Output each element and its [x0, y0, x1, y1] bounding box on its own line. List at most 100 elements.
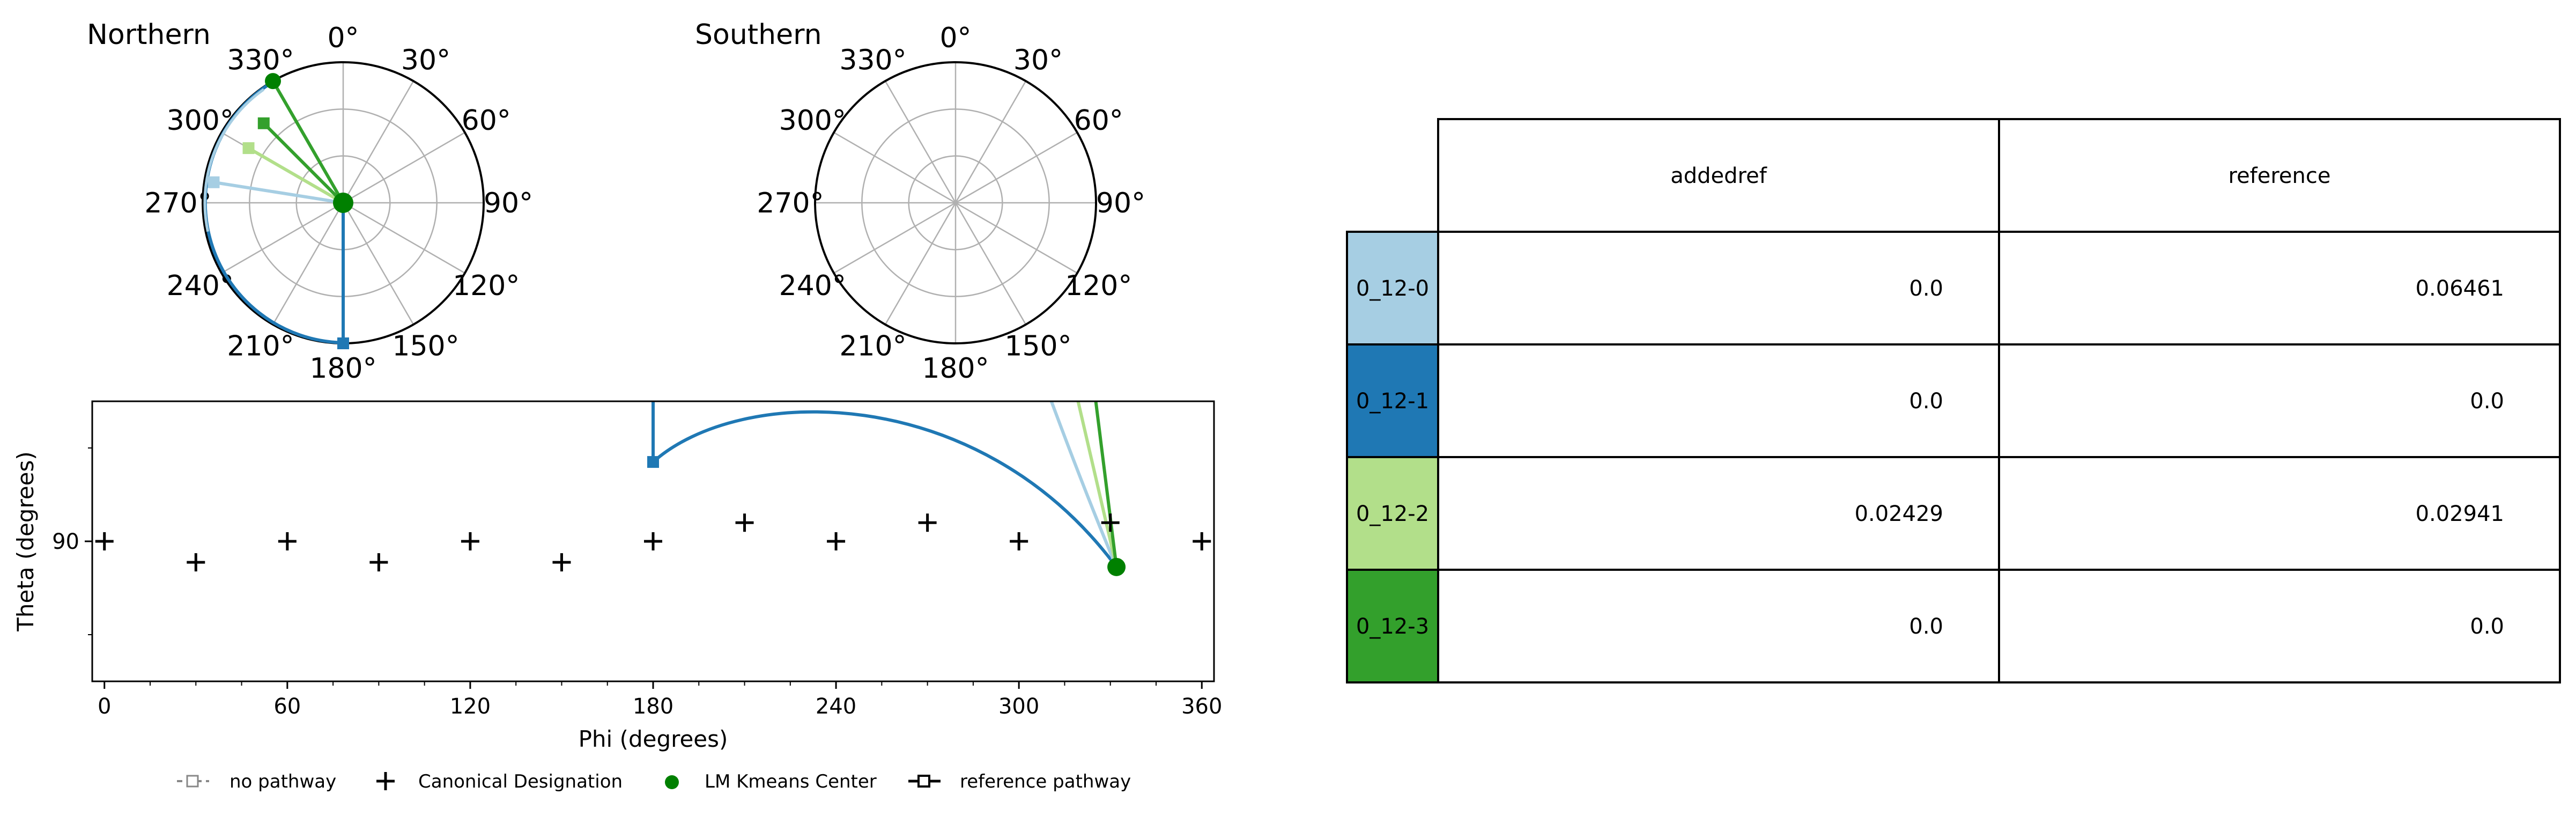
- southern-title: Southern: [695, 19, 822, 51]
- northern-angle-tick-label: 240°: [167, 270, 234, 302]
- x-axis-tick-label: 300: [998, 694, 1039, 719]
- table-row-label: 0_12-3: [1356, 614, 1429, 639]
- canonical-designation-marker: [369, 553, 388, 572]
- northern-angle-tick-label: 60°: [462, 105, 511, 137]
- southern-spoke: [884, 80, 957, 203]
- southern-angle-tick-label: 30°: [1013, 44, 1063, 76]
- northern-angle-tick-label: 330°: [227, 44, 294, 76]
- northern-angle-ticks: 0°30°60°90°120°150°180°210°240°270°300°3…: [144, 22, 533, 385]
- x-axis-tick-label: 180: [633, 694, 673, 719]
- northern-center-point: [333, 193, 353, 213]
- northern-spoke: [342, 202, 414, 325]
- canonical-designation-marker: [735, 513, 754, 532]
- southern-spoke: [884, 202, 957, 325]
- table-cell-value-reference: 0.02941: [2416, 502, 2504, 526]
- southern-angle-tick-label: 0°: [939, 22, 971, 54]
- legend-entry-kmeans-center: LM Kmeans Center: [665, 771, 877, 792]
- legend: no pathway Canonical Designation LM Kmea…: [177, 771, 1131, 792]
- northern-pathway-line: [213, 180, 344, 204]
- southern-spoke: [833, 202, 956, 274]
- table-cell: [1437, 456, 2000, 571]
- northern-angle-tick-label: 120°: [453, 270, 520, 302]
- table-cell-value-reference: 0.06461: [2416, 276, 2504, 301]
- northern-polar-chart: Northern 0° 30° 60° 90° 120° 150° 180° 210° 240°…: [87, 19, 533, 385]
- x-axis-tick-label: 0: [98, 694, 111, 719]
- canonical-designation-marker: [278, 532, 297, 550]
- table-row-label-cell: [1346, 231, 1439, 345]
- northern-title: Northern: [87, 19, 211, 51]
- x-axis-tick-label: 360: [1181, 694, 1222, 719]
- canonical-designation-marker: [644, 532, 662, 550]
- northern-angle-tick-label: 30°: [401, 44, 450, 76]
- southern-radial-gridline: [861, 108, 1050, 297]
- canonical-designation-marker: [918, 513, 937, 532]
- northern-kmeans-line: [271, 80, 345, 204]
- canonical-designation-marker: [1193, 532, 1211, 550]
- legend-label-reference-pathway: reference pathway: [960, 771, 1131, 792]
- southern-angle-ticks: 0° 30° 60° 90° 120° 150° 180° 210° 240° 270° 300° 3…: [757, 22, 1145, 385]
- phi-theta-markers: [95, 456, 1211, 576]
- northern-pathway-line: [248, 146, 344, 204]
- southern-polar-grid: [814, 61, 1097, 344]
- southern-angle-tick-label: 90°: [1096, 187, 1145, 219]
- northern-pathway-marker: [337, 337, 349, 349]
- table-cell-value-addedref: 0.0: [1909, 276, 1943, 301]
- table-row-label: 0_12-0: [1356, 276, 1429, 301]
- y-axis-tick-label: 90: [52, 530, 79, 554]
- phi-theta-pathway-curve: [652, 410, 1118, 568]
- x-axis-tick-label: 60: [273, 694, 301, 719]
- table-cell: [1437, 231, 2000, 345]
- northern-angle-tick-label: 210°: [227, 330, 294, 363]
- northern-kmeans-point: [265, 73, 281, 90]
- southern-angle-tick-label: 300°: [779, 105, 846, 137]
- canonical-designation-marker: [1101, 513, 1120, 532]
- results-table: addedref reference 0_12-0 0.0 0.06461 0_12-1 0…: [1346, 118, 2561, 683]
- legend-entry-canonical-designation: Canonical Designation: [376, 771, 623, 792]
- southern-angle-tick-label: 120°: [1065, 270, 1132, 302]
- northern-angle-tick-label: 90°: [484, 187, 533, 219]
- x-axis-ticks: 0 60 120 180 240 300 360: [98, 681, 1222, 719]
- canonical-designation-marker: [461, 532, 479, 550]
- table-cell-value-reference: 0.0: [2470, 614, 2504, 639]
- phi-theta-pathway-curve: [1094, 401, 1119, 568]
- kmeans-center-point: [1107, 557, 1126, 576]
- southern-spoke: [955, 131, 1078, 204]
- southern-spoke: [954, 202, 1027, 325]
- legend-entry-reference-pathway: reference pathway: [908, 771, 1131, 792]
- southern-angle-tick-label: 270°: [757, 187, 824, 219]
- southern-spoke: [954, 80, 1027, 203]
- southern-spoke: [955, 202, 1078, 274]
- table-row-label: 0_12-2: [1356, 502, 1429, 526]
- table-cell: [1998, 343, 2561, 458]
- table-row-label-cell: [1346, 569, 1439, 683]
- northern-pathway-line: [262, 122, 345, 204]
- table-header-cell: [1437, 118, 2000, 233]
- table-cell: [1437, 343, 2000, 458]
- southern-angle-tick-label: 210°: [839, 330, 906, 363]
- northern-pathway-marker: [257, 117, 270, 129]
- northern-pathway-marker: [208, 176, 220, 188]
- southern-angle-tick-label: 330°: [839, 44, 906, 76]
- y-axis-ticks: 90: [52, 447, 92, 635]
- legend-label-canonical-designation: Canonical Designation: [418, 771, 623, 792]
- table-row-label-cell: [1346, 456, 1439, 571]
- phi-theta-pathway-curve: [1049, 401, 1118, 568]
- northern-pathway-arc: [203, 88, 265, 232]
- table-cell: [1998, 231, 2561, 345]
- phi-theta-pathways: [652, 401, 1119, 568]
- northern-spoke: [272, 202, 344, 325]
- northern-spoke: [343, 202, 465, 274]
- x-axis-label: Phi (degrees): [579, 726, 728, 752]
- southern-angle-tick-label: 60°: [1074, 105, 1123, 137]
- northern-angle-tick-label: 180°: [309, 352, 376, 385]
- northern-angle-tick-label: 150°: [392, 330, 459, 363]
- canonical-designation-marker: [1010, 532, 1028, 550]
- northern-pathway-marker: [242, 142, 255, 155]
- northern-angle-tick-label: 0°: [327, 22, 359, 54]
- table-header-reference: reference: [2229, 164, 2331, 188]
- canonical-designation-marker: [827, 532, 846, 550]
- canonical-designation-marker: [187, 553, 205, 572]
- northern-spoke: [221, 202, 344, 274]
